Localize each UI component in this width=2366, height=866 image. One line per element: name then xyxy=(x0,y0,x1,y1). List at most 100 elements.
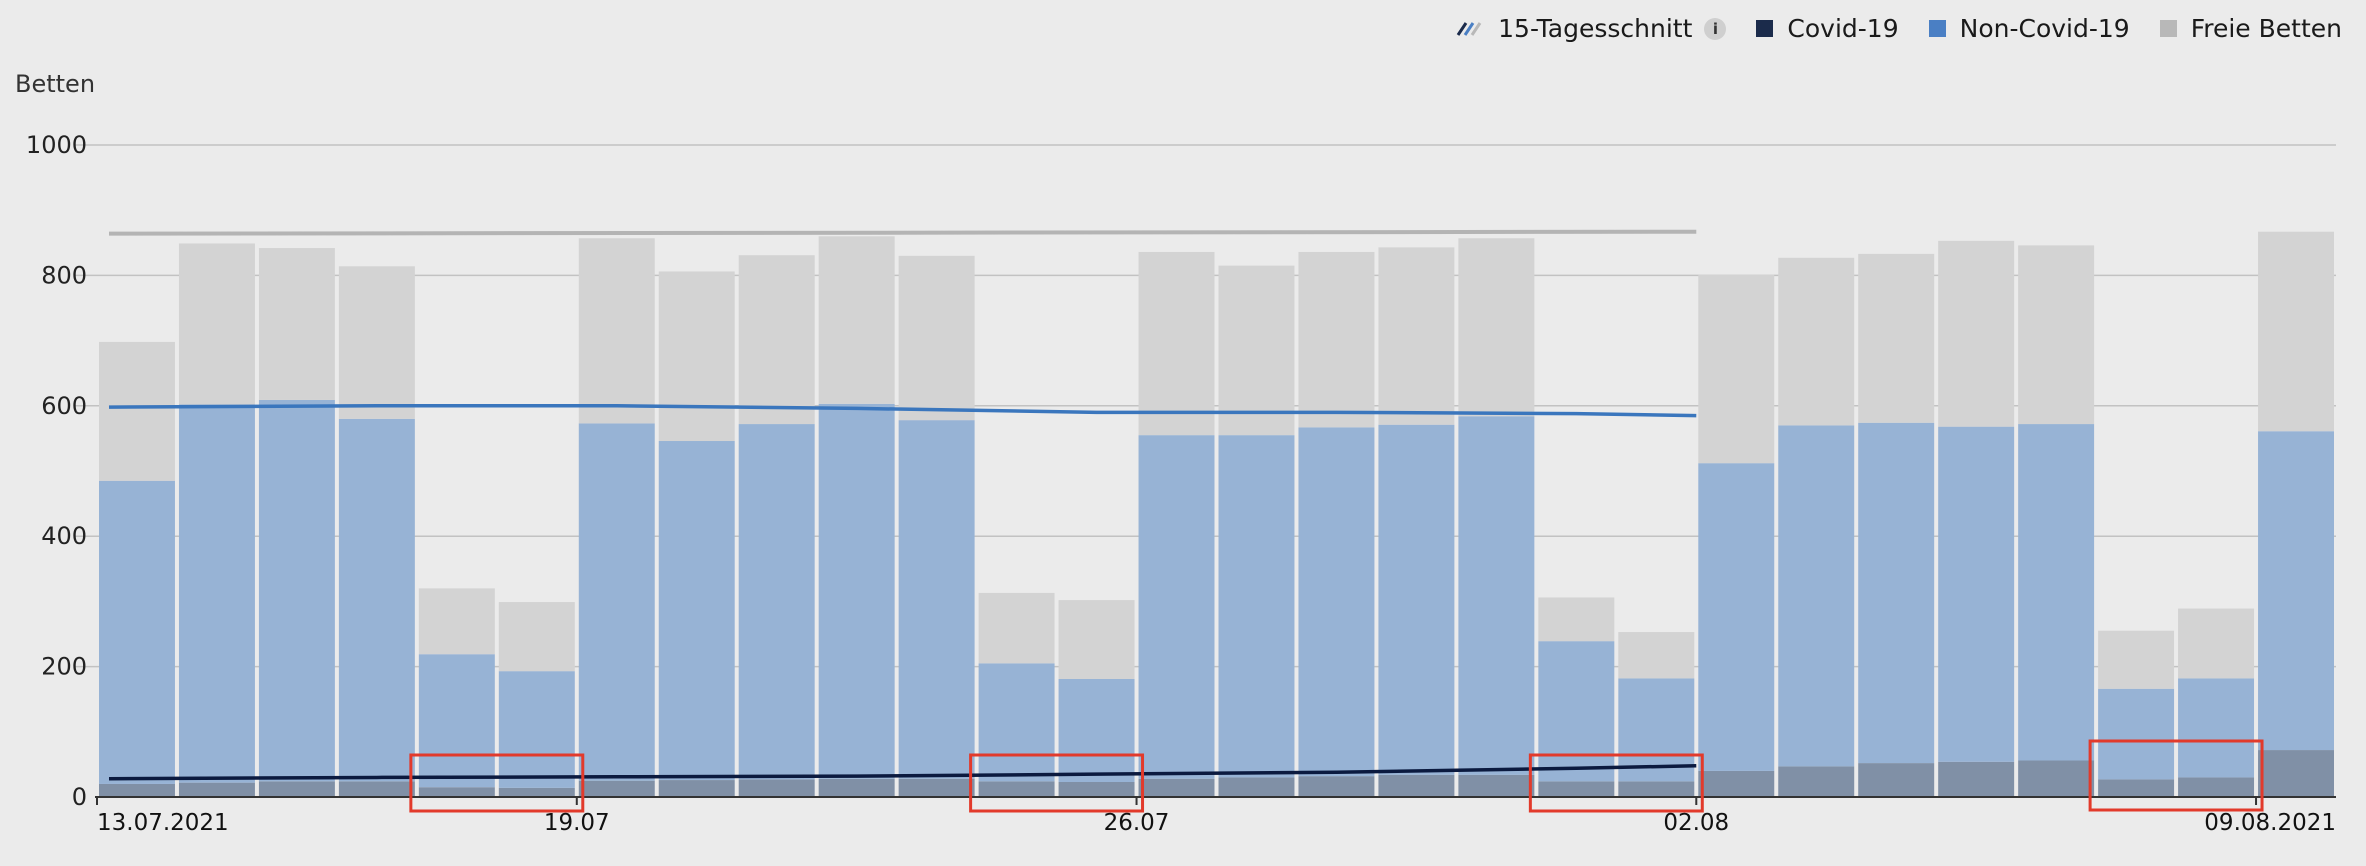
y-tick-label: 0 xyxy=(72,783,87,811)
covid-bar xyxy=(898,778,975,797)
legend-noncovid-label: Non-Covid-19 xyxy=(1959,14,2130,43)
legend: 15-Tagesschnitt i Covid-19 Non-Covid-19 … xyxy=(1456,14,2342,43)
legend-item-covid[interactable]: Covid-19 xyxy=(1756,14,1899,43)
legend-free-label: Freie Betten xyxy=(2190,14,2342,43)
average-lines-icon xyxy=(1456,22,1482,36)
y-tick-label: 200 xyxy=(41,653,87,681)
noncovid-bar xyxy=(2178,678,2255,778)
noncovid-bar xyxy=(578,423,655,781)
noncovid-bar xyxy=(338,418,415,782)
avg-noncovid-line xyxy=(108,404,1697,418)
covid-bar xyxy=(1538,781,1615,797)
covid-bar xyxy=(418,787,495,797)
info-icon[interactable]: i xyxy=(1704,17,1727,40)
legend-item-free[interactable]: Freie Betten xyxy=(2159,14,2342,43)
noncovid-bar xyxy=(1058,678,1135,783)
free-beds-bar xyxy=(498,602,575,672)
covid-bar xyxy=(2098,779,2175,797)
free-beds-bar xyxy=(738,255,815,425)
covid-bar xyxy=(1138,778,1215,797)
noncovid-bar xyxy=(99,480,175,784)
free-beds-bar xyxy=(1058,600,1135,679)
noncovid-bar xyxy=(498,671,575,788)
x-tick-label: 19.07 xyxy=(544,810,610,836)
covid-bar xyxy=(1618,781,1695,797)
free-beds-bar xyxy=(1458,238,1535,417)
covid-bar xyxy=(498,787,575,797)
free-beds-bar xyxy=(1138,251,1215,436)
noncovid-bar xyxy=(1778,425,1855,767)
free-beds-bar xyxy=(338,266,415,419)
noncovid-bar xyxy=(898,420,975,779)
covid-bar xyxy=(2018,760,2095,797)
y-axis-title: Betten xyxy=(15,70,96,98)
covid-bar xyxy=(99,783,175,797)
highlight-box xyxy=(1528,753,1704,813)
covid-bar xyxy=(1858,763,1935,797)
highlight-box xyxy=(409,753,585,813)
free-beds-bar xyxy=(1778,257,1855,426)
noncovid-bar xyxy=(2018,424,2095,761)
noncovid-swatch xyxy=(1928,20,1946,37)
legend-item-noncovid[interactable]: Non-Covid-19 xyxy=(1928,14,2130,43)
free-beds-bar xyxy=(898,255,975,421)
noncovid-bar xyxy=(1218,435,1295,778)
covid-bar xyxy=(658,780,735,797)
x-tick-label: 09.08.2021 xyxy=(2204,810,2336,836)
noncovid-bar xyxy=(1378,424,1455,775)
free-beds-bar xyxy=(2098,630,2175,689)
covid-bar xyxy=(2258,750,2334,797)
x-tick-label: 02.08 xyxy=(1663,810,1729,836)
legend-item-average[interactable]: 15-Tagesschnitt i xyxy=(1456,14,1727,43)
covid-bar xyxy=(1218,777,1295,797)
noncovid-bar xyxy=(2098,688,2175,780)
highlight-box xyxy=(2088,739,2264,812)
noncovid-bar xyxy=(418,654,495,788)
noncovid-bar xyxy=(738,424,815,780)
x-tick-label: 13.07.2021 xyxy=(97,810,229,836)
legend-average-label: 15-Tagesschnitt xyxy=(1498,14,1693,43)
y-tick-label: 800 xyxy=(41,261,87,289)
free-beds-bar xyxy=(1298,251,1375,428)
covid-bar xyxy=(2178,777,2255,797)
free-beds-bar xyxy=(1218,265,1295,436)
covid-bar xyxy=(1938,761,2015,797)
free-beds-bar xyxy=(258,248,335,400)
free-beds-bar xyxy=(658,271,735,442)
free-beds-bar xyxy=(1378,247,1455,425)
noncovid-bar xyxy=(1938,426,2015,762)
free-beds-bar xyxy=(418,588,495,655)
covid-bar xyxy=(338,781,415,797)
free-beds-bar xyxy=(978,592,1055,664)
noncovid-bar xyxy=(978,663,1055,782)
y-tick-label: 400 xyxy=(41,522,87,550)
avg-total-line xyxy=(108,229,1697,236)
free-beds-bar xyxy=(1698,274,1775,464)
avg-covid-line xyxy=(108,763,1697,781)
covid-bar xyxy=(1058,782,1135,797)
covid-bar xyxy=(1778,766,1855,797)
highlight-box xyxy=(969,753,1145,813)
y-tick-label: 600 xyxy=(41,392,87,420)
covid-bar xyxy=(578,780,655,797)
free-beds-bar xyxy=(1858,253,1935,423)
noncovid-bar xyxy=(1138,435,1215,779)
free-beds-bar xyxy=(1538,597,1615,642)
free-beds-swatch xyxy=(2159,20,2177,37)
noncovid-bar xyxy=(1618,678,1695,782)
noncovid-bar xyxy=(2258,431,2334,751)
free-beds-bar xyxy=(99,341,175,481)
covid-bar xyxy=(178,782,255,797)
noncovid-bar xyxy=(1458,416,1535,775)
noncovid-bar xyxy=(1698,463,1775,771)
free-beds-bar xyxy=(2018,245,2095,425)
noncovid-bar xyxy=(1298,427,1375,777)
free-beds-bar xyxy=(2258,231,2334,432)
y-tick-label: 1000 xyxy=(26,131,87,159)
covid-bar xyxy=(1298,776,1375,797)
noncovid-bar xyxy=(1858,422,1935,764)
x-tick-label: 26.07 xyxy=(1104,810,1170,836)
free-beds-bar xyxy=(818,236,895,404)
